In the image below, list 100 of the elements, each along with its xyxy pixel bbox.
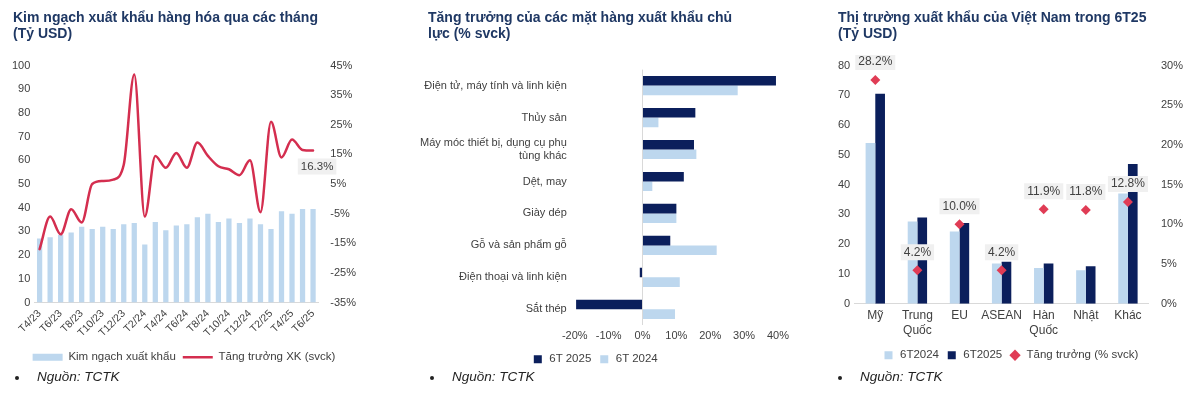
bar [100,226,106,303]
x-tick-label: Trung Quốc [901,308,933,337]
legend-label: 6T2025 [963,348,1003,361]
bar [643,75,776,86]
bar [299,208,306,303]
data-label: 12.8% [1110,176,1146,191]
y-tick-label: 50 [837,147,851,160]
x-tick-label: 40% [766,328,790,341]
bar [79,226,85,303]
y-tick-label: 80 [837,58,851,71]
y2-tick-label: 25% [330,117,353,130]
chart-title: Thị trường xuất khẩu của Việt Nam trong 6T25 (Tỷ USD) [838,9,1148,41]
y-tick-label: 50 [18,177,31,190]
y-tick-label: Thủy sản [521,110,567,123]
y-tick-label: 10 [18,271,31,284]
bar [643,213,677,224]
bar [236,223,243,303]
bar [142,244,148,303]
bar [268,229,274,303]
x-tick-label: -10% [595,328,622,341]
data-label: 16.3% [300,159,334,172]
bar [643,203,677,214]
data-label: 28.2% [858,54,893,69]
point [1080,205,1091,216]
bar [1085,266,1096,304]
bar [1118,193,1128,304]
y-tick-label: 20 [837,237,851,250]
bar [278,211,285,303]
x-tick-label: 30% [733,328,756,341]
point [996,265,1007,276]
legend-label: 6T 2024 [615,352,659,365]
y-tick-label: Điện thoại và linh kiện [459,270,567,283]
legend-label: Kim ngạch xuất khẩu [68,350,176,363]
point [1122,197,1133,208]
y-tick-label: 20 [18,248,31,261]
y2-tick-label: -35% [330,295,357,308]
bar [643,309,676,319]
bar [875,93,885,304]
y-tick-label: 80 [18,106,31,119]
bar [205,213,211,303]
y-tick-label: 40 [837,177,851,190]
bar [89,229,95,303]
y-tick-label: 70 [18,129,31,142]
bar [1034,267,1044,304]
y2-tick-label: 5% [1160,257,1178,270]
data-label: 11.8% [1069,184,1103,199]
legend-label: Tăng trưởng XK (svck) [218,350,336,363]
bar [643,235,671,246]
x-tick-label: Hàn Quốc [1029,308,1059,337]
y2-tick-label: -25% [330,265,357,278]
bar [643,117,659,128]
text: Nguồn: TCTK [452,369,535,385]
bar [310,208,316,303]
y2-tick-label: 15% [1160,177,1184,190]
point [1038,204,1049,215]
y-tick-label: 100 [11,58,31,71]
y-tick-label: 40 [18,200,31,213]
y2-tick-label: 5% [330,177,347,190]
bar [643,139,694,150]
bar [152,221,158,303]
y2-tick-label: 20% [1160,138,1184,150]
x-tick-label: Mỹ [867,308,884,323]
x-tick-label: EU [951,308,968,323]
bar [215,221,222,303]
y2-tick-label: 35% [330,88,353,101]
bar [1076,270,1086,304]
bar [226,218,232,303]
legend-label: 6T 2025 [549,352,592,365]
y-tick-label: Điện tử, máy tính và linh kiện [424,78,567,91]
x-tick-label: ASEAN [981,308,1022,323]
y-tick-label: 30 [837,207,851,220]
y2-tick-label: 0% [1160,296,1178,309]
bar [643,245,717,255]
y-tick-label: 30 [18,224,31,237]
bar [131,223,137,303]
bar [949,231,960,304]
y2-tick-label: 15% [330,147,353,160]
data-label: 11.9% [1027,183,1061,198]
bar [184,224,190,303]
y-tick-label: 0 [24,295,31,308]
y-tick-label: Dệt, may [522,174,568,187]
bar [163,230,169,303]
bar [643,107,696,118]
bar [959,223,970,304]
point [954,219,965,230]
bar [643,149,697,160]
x-tick-label: 10% [665,328,688,341]
x-tick-label: -20% [561,328,588,341]
y-tick-label: 70 [837,88,851,101]
bar [991,263,1002,304]
data-label: 4.2% [903,244,932,259]
x-tick-label: 0% [634,328,651,341]
y2-tick-label: 10% [1160,217,1184,230]
chart-title: Kim ngạch xuất khẩu hàng hóa qua các tháng (Tỷ USD) [13,9,319,41]
y-tick-label: 0 [844,296,851,309]
y-tick-label: 90 [18,82,31,95]
bar [289,213,295,303]
bar [643,181,653,192]
bar [121,224,127,303]
point [870,74,881,85]
